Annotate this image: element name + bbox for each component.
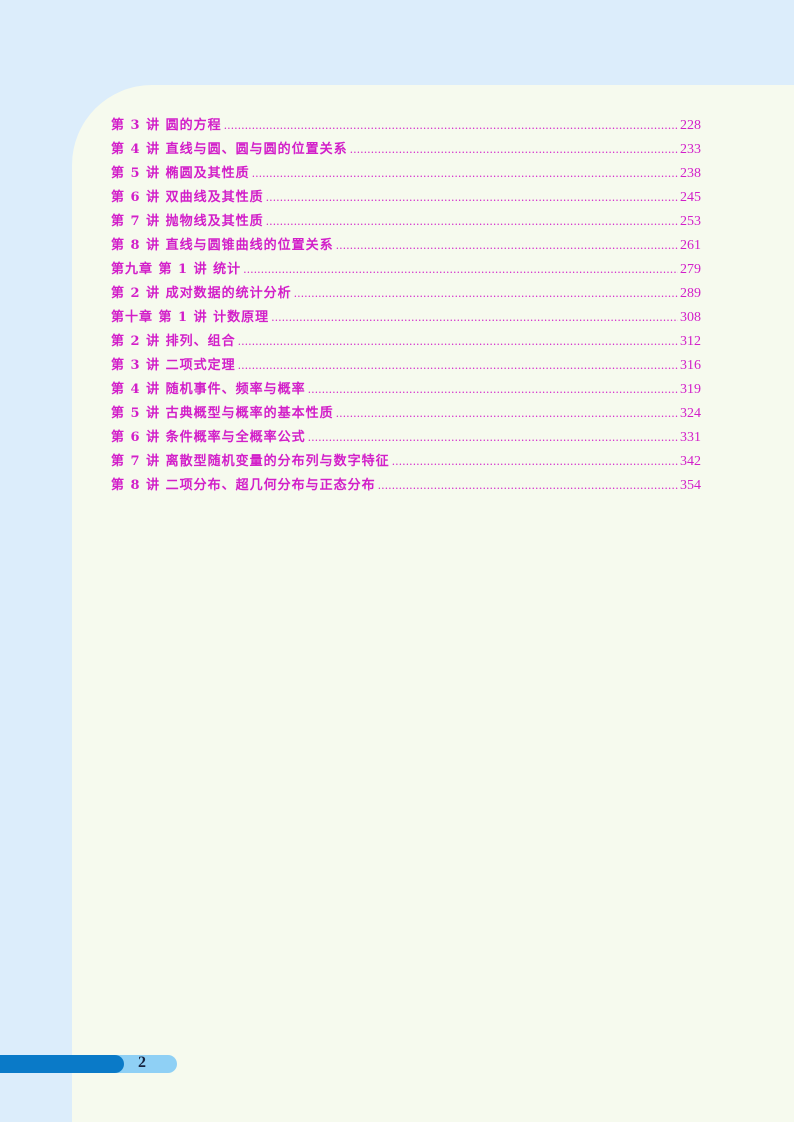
dot-leader bbox=[378, 474, 678, 498]
toc-entry[interactable]: 第 2 讲 成对数据的统计分析 289 bbox=[111, 282, 701, 306]
toc-entry[interactable]: 第 6 讲 条件概率与全概率公式 331 bbox=[111, 426, 701, 450]
dot-leader bbox=[252, 162, 678, 186]
toc-entry[interactable]: 第十章 第 1 讲 计数原理 308 bbox=[111, 306, 701, 330]
toc-entry[interactable]: 第 4 讲 直线与圆、圆与圆的位置关系 233 bbox=[111, 138, 701, 162]
toc-entry-title: 第 5 讲 椭圆及其性质 bbox=[111, 166, 250, 181]
toc-entry-title: 第九章 第 1 讲 统计 bbox=[111, 262, 242, 277]
dot-leader bbox=[350, 138, 678, 162]
toc-entry[interactable]: 第 3 讲 二项式定理 316 bbox=[111, 354, 701, 378]
toc-entry-title: 第 8 讲 二项分布、超几何分布与正态分布 bbox=[111, 478, 376, 493]
dot-leader bbox=[238, 354, 678, 378]
dot-leader bbox=[336, 402, 678, 426]
toc-entry-page: 228 bbox=[680, 118, 701, 133]
toc-entry-page: 245 bbox=[680, 190, 701, 205]
toc-entry-page: 279 bbox=[680, 262, 701, 277]
toc-entry-page: 253 bbox=[680, 214, 701, 229]
toc-entry[interactable]: 第 4 讲 随机事件、频率与概率 319 bbox=[111, 378, 701, 402]
toc-entry-page: 319 bbox=[680, 382, 701, 397]
toc-entry-page: 233 bbox=[680, 142, 701, 157]
toc-entry[interactable]: 第 6 讲 双曲线及其性质 245 bbox=[111, 186, 701, 210]
toc-entry[interactable]: 第 7 讲 抛物线及其性质 253 bbox=[111, 210, 701, 234]
toc-entry-title: 第 2 讲 排列、组合 bbox=[111, 334, 236, 349]
toc-entry-title: 第 7 讲 离散型随机变量的分布列与数字特征 bbox=[111, 454, 390, 469]
toc-entry[interactable]: 第 5 讲 古典概型与概率的基本性质 324 bbox=[111, 402, 701, 426]
toc-entry-page: 331 bbox=[680, 430, 701, 445]
toc-entry-title: 第 7 讲 抛物线及其性质 bbox=[111, 214, 264, 229]
toc-entry-title: 第 8 讲 直线与圆锥曲线的位置关系 bbox=[111, 238, 334, 253]
toc-entry[interactable]: 第 5 讲 椭圆及其性质 238 bbox=[111, 162, 701, 186]
dot-leader bbox=[336, 234, 678, 258]
toc-entry-page: 324 bbox=[680, 406, 701, 421]
toc-entry-title: 第 3 讲 二项式定理 bbox=[111, 358, 236, 373]
page-number-pill bbox=[110, 1055, 177, 1073]
toc-entry-page: 261 bbox=[680, 238, 701, 253]
toc-entry-page: 316 bbox=[680, 358, 701, 373]
page-number: 2 bbox=[138, 1054, 146, 1071]
toc-entry[interactable]: 第 8 讲 二项分布、超几何分布与正态分布 354 bbox=[111, 474, 701, 498]
toc-entry-title: 第 3 讲 圆的方程 bbox=[111, 118, 222, 133]
toc-entry[interactable]: 第 7 讲 离散型随机变量的分布列与数字特征 342 bbox=[111, 450, 701, 474]
toc-entry-page: 308 bbox=[680, 310, 701, 325]
toc-entry-title: 第 6 讲 双曲线及其性质 bbox=[111, 190, 264, 205]
toc-entry-title: 第 2 讲 成对数据的统计分析 bbox=[111, 286, 292, 301]
dot-leader bbox=[266, 210, 678, 234]
toc-entry-page: 342 bbox=[680, 454, 701, 469]
table-of-contents: 第 3 讲 圆的方程 228 第 4 讲 直线与圆、圆与圆的位置关系 233 第 5 讲… bbox=[111, 114, 701, 498]
toc-entry-page: 289 bbox=[680, 286, 701, 301]
toc-entry-title: 第 4 讲 随机事件、频率与概率 bbox=[111, 382, 306, 397]
toc-entry[interactable]: 第 3 讲 圆的方程 228 bbox=[111, 114, 701, 138]
page-number-bar bbox=[0, 1055, 124, 1073]
toc-entry-title: 第十章 第 1 讲 计数原理 bbox=[111, 310, 270, 325]
dot-leader bbox=[308, 378, 678, 402]
toc-entry-title: 第 5 讲 古典概型与概率的基本性质 bbox=[111, 406, 334, 421]
dot-leader bbox=[294, 282, 678, 306]
dot-leader bbox=[308, 426, 678, 450]
dot-leader bbox=[392, 450, 678, 474]
dot-leader bbox=[266, 186, 678, 210]
toc-entry-page: 238 bbox=[680, 166, 701, 181]
toc-entry-title: 第 4 讲 直线与圆、圆与圆的位置关系 bbox=[111, 142, 348, 157]
toc-entry-page: 312 bbox=[680, 334, 701, 349]
toc-entry[interactable]: 第九章 第 1 讲 统计 279 bbox=[111, 258, 701, 282]
toc-entry[interactable]: 第 2 讲 排列、组合 312 bbox=[111, 330, 701, 354]
dot-leader bbox=[224, 114, 678, 138]
dot-leader bbox=[238, 330, 678, 354]
dot-leader bbox=[271, 306, 678, 330]
dot-leader bbox=[243, 258, 678, 282]
toc-entry-title: 第 6 讲 条件概率与全概率公式 bbox=[111, 430, 306, 445]
toc-entry-page: 354 bbox=[680, 478, 701, 493]
toc-entry[interactable]: 第 8 讲 直线与圆锥曲线的位置关系 261 bbox=[111, 234, 701, 258]
